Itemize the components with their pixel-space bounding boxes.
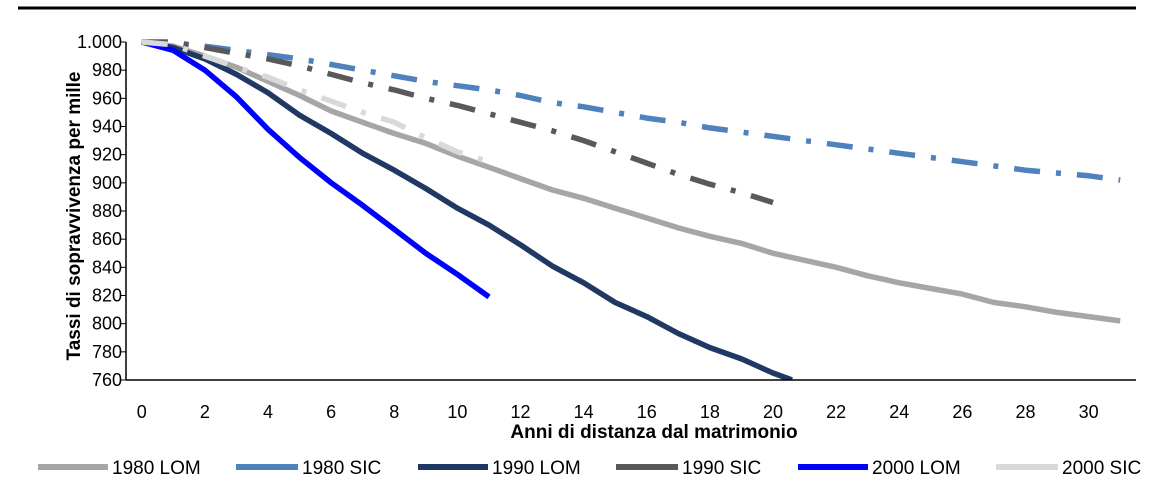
- y-tick-label: 820: [92, 286, 122, 306]
- y-tick-label: 800: [92, 314, 122, 334]
- series-line-1: [141, 39, 1121, 324]
- x-tick-label: 16: [637, 402, 657, 422]
- y-tick-label: 940: [92, 117, 122, 137]
- y-axis-title: Tassi di sopravvivenza per mille: [64, 72, 85, 361]
- x-tick-label: 8: [389, 402, 399, 422]
- y-tick-label: 920: [92, 145, 122, 165]
- legend-label-5: 2000 LOM: [872, 458, 961, 479]
- x-tick-label: 26: [952, 402, 972, 422]
- x-tick-label: 18: [700, 402, 720, 422]
- x-tick-label: 24: [889, 402, 909, 422]
- y-tick-label: 840: [92, 257, 122, 277]
- y-tick-labels: 1.000 980 960 940 920 900 880 860 840 820 800 780 76…: [77, 32, 122, 390]
- y-tick-label: 780: [92, 342, 122, 362]
- y-tick-label: 980: [92, 60, 122, 80]
- x-tick-labels: 0 2 4 6 8 10 12 14 16 18 20 22 24 26 28 30: [137, 402, 1099, 422]
- y-tick-label: 1.000: [77, 32, 122, 52]
- x-tick-label: 10: [447, 402, 467, 422]
- legend-label-1: 1980 LOM: [112, 458, 201, 479]
- x-tick-label: 6: [326, 402, 336, 422]
- x-tick-label: 30: [1079, 402, 1099, 422]
- plot-series: [141, 39, 1121, 380]
- series-line-2: [141, 39, 1121, 183]
- x-tick-label: 2: [200, 402, 210, 422]
- legend: 1980 LOM 1980 SIC 1990 LOM 1990 SIC 2000 LOM…: [38, 458, 1141, 479]
- y-tick-label: 900: [92, 173, 122, 193]
- legend-label-6: 2000 SIC: [1062, 458, 1141, 479]
- x-tick-label: 4: [263, 402, 273, 422]
- axes: [121, 41, 1136, 381]
- y-tick-label: 960: [92, 88, 122, 108]
- legend-label-3: 1990 LOM: [492, 458, 581, 479]
- x-tick-label: 12: [511, 402, 531, 422]
- series-line-3: [141, 39, 793, 380]
- x-tick-label: 22: [826, 402, 846, 422]
- legend-label-4: 1990 SIC: [682, 458, 761, 479]
- x-tick-label: 0: [137, 402, 147, 422]
- y-tick-label: 880: [92, 201, 122, 221]
- legend-label-2: 1980 SIC: [302, 458, 381, 479]
- x-axis-title: Anni di distanza dal matrimonio: [510, 422, 797, 443]
- y-tick-label: 860: [92, 229, 122, 249]
- x-tick-label: 20: [763, 402, 783, 422]
- x-tick-label: 14: [574, 402, 594, 422]
- y-tick-label: 760: [92, 370, 122, 390]
- series-line-5: [141, 39, 491, 300]
- x-tick-label: 28: [1016, 402, 1036, 422]
- series-line-4: [141, 39, 774, 206]
